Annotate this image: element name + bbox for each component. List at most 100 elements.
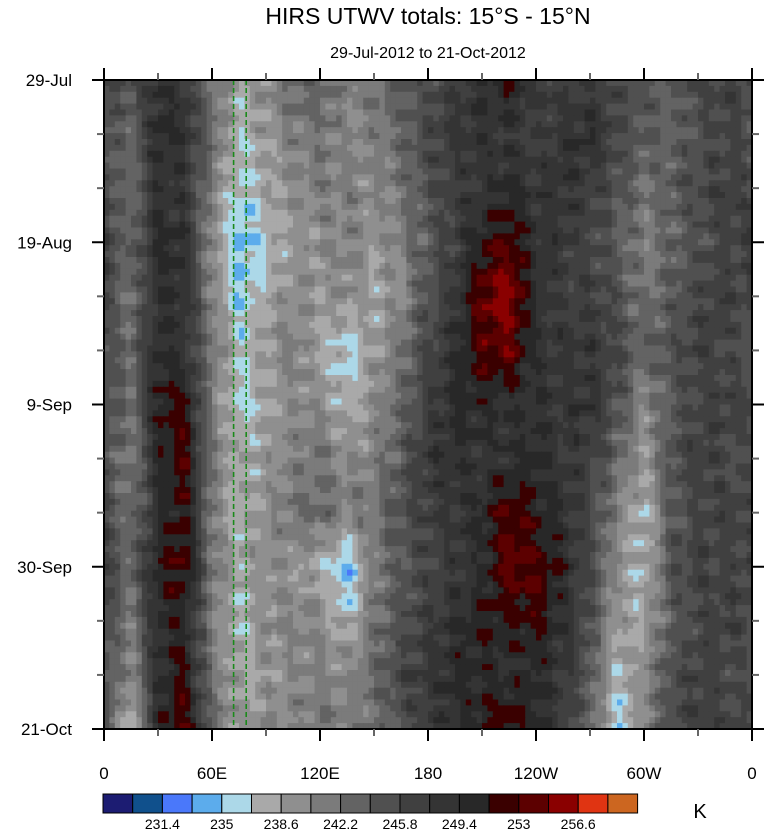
- contour-cell: [676, 198, 683, 205]
- contour-cell: [298, 139, 305, 146]
- contour-cell: [514, 239, 521, 246]
- contour-cell: [298, 198, 305, 205]
- contour-cell: [190, 227, 197, 234]
- contour-cell: [185, 121, 191, 128]
- contour-cell: [384, 209, 391, 217]
- contour-cell: [460, 239, 467, 246]
- contour-cell: [433, 233, 440, 240]
- contour-cell: [390, 227, 397, 234]
- contour-cell: [266, 239, 272, 246]
- contour-cell: [525, 292, 532, 299]
- contour-cell: [654, 257, 661, 264]
- contour-cell: [206, 321, 213, 329]
- contour-cell: [131, 286, 137, 293]
- contour-cell: [282, 203, 289, 211]
- contour-cell: [546, 186, 553, 193]
- contour-cell: [471, 257, 478, 264]
- contour-cell: [158, 262, 164, 270]
- contour-cell: [660, 280, 667, 288]
- contour-cell: [719, 186, 726, 193]
- contour-cell: [676, 292, 683, 299]
- contour-cell: [708, 251, 715, 258]
- contour-cell: [584, 239, 591, 246]
- contour-cell: [109, 168, 116, 175]
- contour-cell: [579, 280, 586, 288]
- contour-cell: [498, 127, 505, 134]
- contour-cell: [282, 268, 289, 276]
- contour-cell: [379, 91, 386, 99]
- contour-cell: [568, 257, 575, 264]
- contour-cell: [228, 262, 235, 270]
- contour-cell: [168, 121, 175, 128]
- contour-cell: [708, 262, 715, 270]
- contour-cell: [276, 186, 283, 193]
- contour-cell: [546, 215, 553, 223]
- contour-cell: [271, 310, 278, 317]
- contour-cell: [595, 310, 602, 317]
- contour-cell: [174, 262, 181, 270]
- contour-cell: [201, 180, 208, 187]
- contour-cell: [314, 121, 321, 128]
- contour-cell: [411, 227, 418, 234]
- contour-cell: [573, 139, 580, 146]
- contour-cell: [320, 316, 326, 323]
- contour-cell: [401, 257, 407, 264]
- contour-cell: [681, 221, 688, 229]
- contour-cell: [557, 286, 564, 293]
- contour-cell: [330, 91, 337, 99]
- contour-cell: [217, 156, 224, 164]
- contour-cell: [336, 103, 343, 111]
- contour-cell: [741, 251, 748, 258]
- contour-cell: [487, 268, 494, 276]
- contour-cell: [347, 233, 353, 240]
- contour-cell: [390, 268, 397, 276]
- contour-cell: [438, 268, 445, 276]
- contour-cell: [293, 85, 299, 93]
- contour-cell: [730, 186, 737, 193]
- contour-cell: [401, 115, 407, 122]
- contour-cell: [190, 316, 197, 323]
- contour-cell: [141, 304, 148, 311]
- contour-cell: [708, 150, 715, 158]
- contour-cell: [411, 115, 418, 122]
- contour-cell: [692, 180, 699, 187]
- contour-cell: [206, 198, 213, 205]
- contour-cell: [509, 221, 515, 229]
- contour-cell: [325, 209, 332, 217]
- contour-cell: [109, 227, 116, 234]
- contour-cell: [276, 97, 283, 105]
- contour-cell: [212, 221, 218, 229]
- contour-cell: [654, 162, 661, 170]
- contour-cell: [509, 227, 515, 234]
- contour-cell: [363, 227, 370, 234]
- contour-cell: [428, 209, 434, 217]
- contour-cell: [638, 180, 645, 187]
- contour-cell: [482, 227, 488, 234]
- contour-cell: [201, 321, 208, 329]
- contour-cell: [449, 233, 456, 240]
- contour-cell: [179, 245, 186, 252]
- contour-cell: [617, 150, 623, 158]
- contour-cell: [514, 91, 521, 99]
- contour-cell: [309, 321, 316, 329]
- contour-cell: [168, 103, 175, 111]
- contour-cell: [114, 316, 121, 323]
- contour-cell: [114, 268, 121, 276]
- contour-cell: [163, 133, 170, 140]
- contour-cell: [482, 168, 488, 175]
- contour-cell: [212, 156, 218, 164]
- contour-cell: [141, 85, 148, 93]
- contour-cell: [271, 239, 278, 246]
- contour-cell: [163, 286, 170, 293]
- contour-cell: [293, 198, 299, 205]
- contour-cell: [455, 321, 461, 329]
- contour-cell: [244, 233, 251, 240]
- contour-cell: [654, 304, 661, 311]
- contour-cell: [638, 156, 645, 164]
- contour-cell: [347, 198, 353, 205]
- contour-cell: [158, 274, 164, 282]
- contour-cell: [557, 268, 564, 276]
- contour-cell: [584, 233, 591, 240]
- contour-cell: [260, 121, 267, 128]
- contour-cell: [347, 221, 353, 229]
